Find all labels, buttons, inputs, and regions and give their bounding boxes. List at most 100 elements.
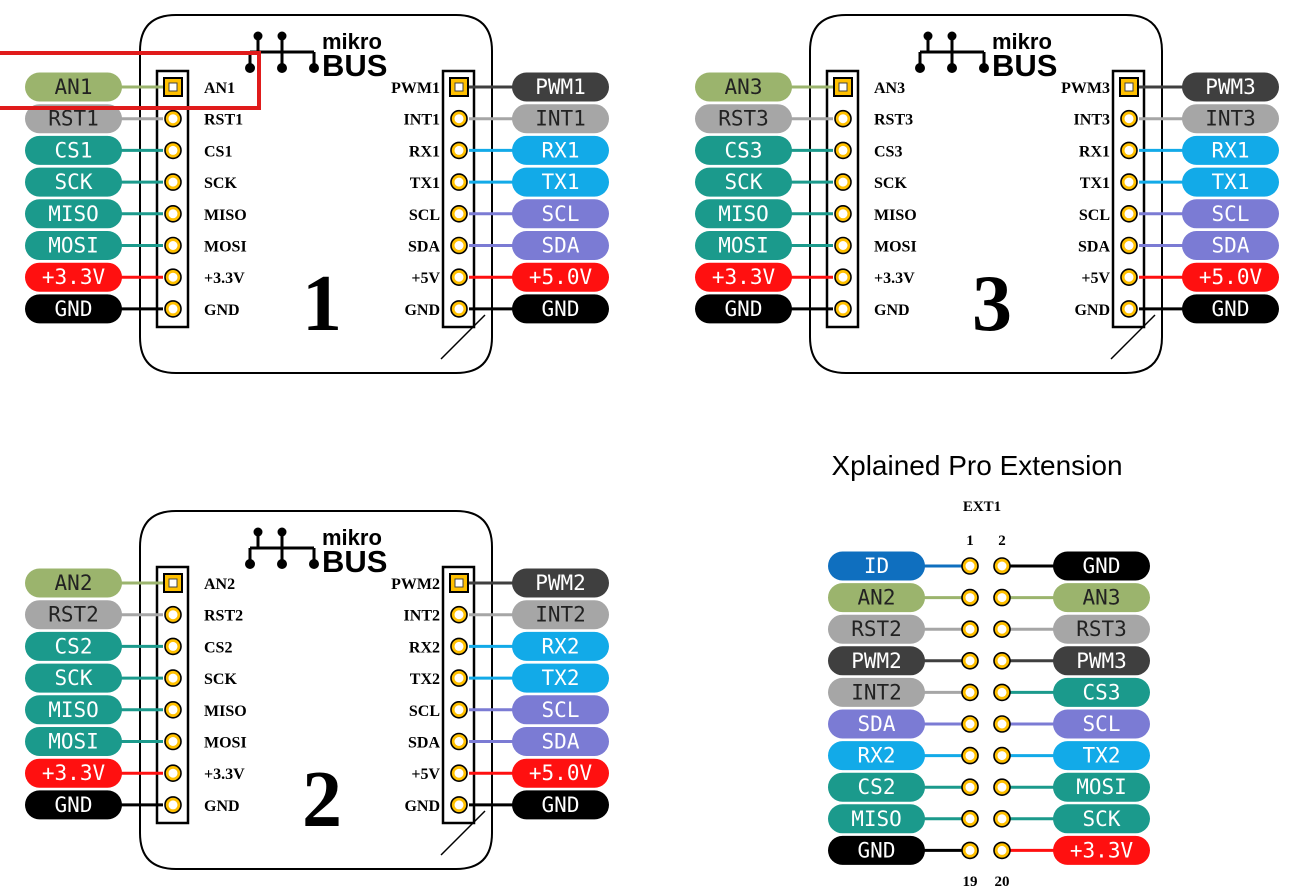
right-pin-2-label: RX1	[1212, 138, 1250, 162]
right-pin-0-label: PWM1	[535, 75, 586, 99]
mikrobus-logo-icon	[245, 31, 319, 73]
left-pin-name-5: MOSI	[204, 239, 247, 256]
left-pin-4-label: MISO	[48, 202, 99, 226]
right-pin-name-2: RX1	[409, 143, 440, 160]
xpro-left-pin-5-pill	[828, 709, 925, 739]
left-pin-4-hole	[838, 209, 848, 219]
xpro-pin-4-hole	[997, 593, 1007, 603]
right-pin-0-hole	[454, 578, 464, 588]
right-pin-7-pill	[1182, 294, 1279, 324]
left-pin-1-hole	[168, 114, 178, 124]
left-pin-2-pill	[25, 135, 122, 165]
logo-bus-text: BUS	[322, 544, 387, 579]
left-header	[825, 69, 860, 329]
logo-mikro-text: mikro	[322, 29, 382, 54]
left-pin-name-1: RST1	[204, 112, 243, 129]
xpro-pin-number: 1	[966, 533, 974, 549]
xpro-pin-number: 2	[998, 533, 1006, 549]
right-pin-name-7: GND	[1074, 302, 1110, 319]
left-pin-5-label: MOSI	[48, 234, 99, 258]
xpro-left-pin-2-label: RST2	[851, 617, 902, 641]
left-pin-4-pill	[25, 199, 122, 229]
left-pin-2-label: CS3	[725, 138, 763, 162]
left-pin-6-pill	[25, 758, 122, 788]
right-pin-0-label: PWM2	[535, 571, 586, 595]
right-pin-7-label: GND	[1212, 297, 1250, 321]
left-pin-7-hole	[168, 304, 178, 314]
logo-mikro-text: mikro	[992, 29, 1052, 54]
left-pin-5-label: MOSI	[718, 234, 769, 258]
mikrobus-logo-icon	[915, 31, 989, 73]
right-pin-2-label: RX2	[542, 634, 580, 658]
right-pin-5-pill	[1182, 231, 1279, 260]
left-pin-0-label: AN2	[55, 571, 93, 595]
left-pin-2-hole	[838, 145, 848, 155]
right-pin-6-hole	[454, 768, 464, 778]
left-pin-4-pill	[695, 199, 792, 229]
left-pin-2-hole	[168, 641, 178, 651]
board-corner-line	[1110, 314, 1156, 360]
right-pin-7-hole	[454, 800, 464, 810]
xpro-right-pin-1-label: AN3	[1083, 586, 1121, 610]
right-pin-6-pill	[512, 758, 609, 788]
left-pin-3-pill	[25, 167, 122, 197]
logo-bus-text: BUS	[992, 48, 1057, 83]
right-pin-3-label: TX1	[1212, 170, 1250, 194]
left-pin-5-hole	[838, 241, 848, 250]
right-pin-4-label: SCL	[542, 698, 580, 722]
right-pin-name-0: PWM2	[391, 576, 440, 593]
right-pin-2-pill	[512, 631, 609, 661]
left-pin-name-7: GND	[204, 302, 240, 319]
left-pin-name-0: AN3	[874, 80, 905, 97]
xpro-right-pin-7-pill	[1053, 772, 1150, 802]
xpro-pin-3-hole	[965, 593, 975, 603]
left-pin-6-hole	[168, 768, 178, 778]
xpro-left-pin-0-pill	[828, 551, 925, 581]
left-pin-2-pill	[695, 135, 792, 165]
left-pin-name-7: GND	[204, 798, 240, 815]
left-pin-1-hole	[168, 610, 178, 620]
right-pin-2-label: RX1	[542, 138, 580, 162]
xpro-left-pin-1-label: AN2	[858, 586, 896, 610]
left-pin-5-pill	[25, 231, 122, 260]
left-pin-3-label: SCK	[55, 666, 93, 690]
right-header	[441, 69, 476, 329]
xpro-right-pin-2-pill	[1053, 614, 1150, 644]
right-pin-3-pill	[512, 167, 609, 197]
right-pin-name-0: PWM3	[1061, 80, 1110, 97]
left-pin-7-hole	[838, 304, 848, 314]
logo-dot	[245, 63, 255, 73]
left-pin-name-4: MISO	[204, 703, 247, 720]
module-number: 3	[972, 260, 1012, 348]
right-pin-2-hole	[454, 641, 464, 651]
xpro-header-label: EXT1	[963, 499, 1001, 515]
left-pin-5-pill	[695, 231, 792, 260]
left-pin-7-pill	[695, 294, 792, 324]
board-corner-line	[440, 810, 486, 856]
xpro-left-pin-2-pill	[828, 614, 925, 644]
right-pin-1-pill	[512, 600, 609, 630]
right-pin-4-hole	[454, 705, 464, 715]
left-pin-name-4: MISO	[204, 207, 247, 224]
right-pin-name-6: +5V	[1081, 270, 1110, 287]
xpro-pin-12-hole	[997, 719, 1007, 729]
right-pin-0-pill	[1182, 72, 1279, 102]
right-pin-name-4: SCL	[409, 207, 440, 224]
right-pin-7-pill	[512, 294, 609, 324]
xpro-left-pin-9-label: GND	[858, 838, 896, 862]
logo-bus-text: BUS	[322, 48, 387, 83]
right-pin-name-4: SCL	[1079, 207, 1110, 224]
right-pin-1-hole	[454, 610, 464, 620]
xpro-left-pin-9-pill	[828, 835, 925, 865]
right-pin-7-label: GND	[542, 793, 580, 817]
xpro-left-pin-1-pill	[828, 583, 925, 613]
right-pin-2-pill	[512, 135, 609, 165]
right-pin-5-hole	[454, 241, 464, 250]
xpro-left-pin-3-label: PWM2	[851, 649, 902, 673]
right-pin-5-pill	[512, 727, 609, 756]
right-pin-4-hole	[1124, 209, 1134, 219]
xpro-title: Xplained Pro Extension	[831, 450, 1122, 481]
xpro-left-pin-4-pill	[828, 677, 925, 707]
